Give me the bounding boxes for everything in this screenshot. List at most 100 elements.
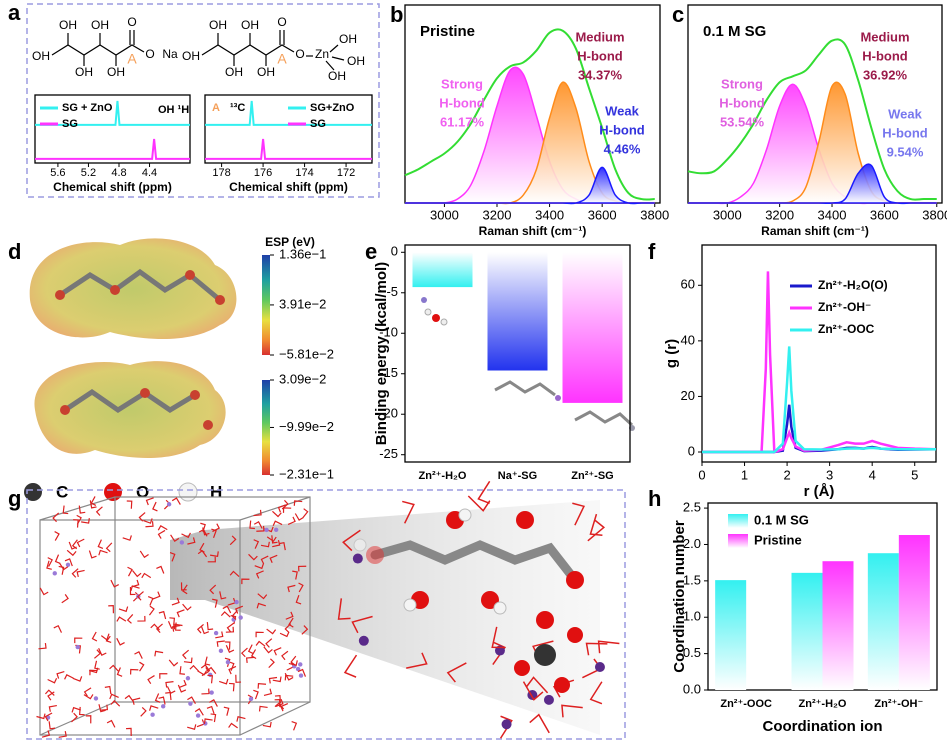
water: [149, 705, 159, 711]
water: [207, 556, 216, 563]
water: [74, 637, 83, 644]
x-tick-label: 3400: [818, 207, 847, 222]
water: [110, 700, 121, 707]
atom-label: OH: [182, 49, 200, 63]
water: [155, 623, 163, 634]
atom-label: Zn: [315, 47, 329, 61]
annotation: H-bond: [599, 122, 645, 137]
ion: [298, 662, 303, 667]
legend-label: SG+ZnO: [310, 102, 355, 114]
water: [72, 676, 83, 682]
water: [288, 660, 298, 666]
water: [152, 591, 161, 600]
water: [269, 554, 278, 564]
y-tick-label: 2.5: [683, 500, 701, 515]
water: [182, 603, 192, 611]
x-tick-label: 3200: [483, 207, 512, 222]
atom-label: Na: [162, 47, 178, 61]
water: [272, 539, 281, 548]
water: [154, 650, 164, 657]
water: [253, 521, 263, 529]
water: [78, 706, 85, 716]
plot-frame: [34, 94, 191, 164]
ion: [543, 694, 554, 705]
annotation: 61.17%: [440, 114, 485, 129]
bar: [898, 535, 930, 690]
atom-label: A: [127, 51, 137, 67]
water: [177, 684, 187, 693]
water: [183, 657, 193, 664]
water: [292, 570, 298, 580]
y-tick-label: 2.0: [683, 536, 701, 551]
x-tick-label: 1: [741, 467, 748, 482]
water: [207, 674, 214, 684]
x-tick-label: Zn²⁺-H₂O: [419, 470, 467, 482]
water: [83, 687, 92, 697]
bar: [867, 553, 899, 690]
water: [109, 664, 119, 672]
water: [131, 579, 140, 588]
water: [529, 713, 550, 734]
colorbar-title: ESP (eV): [265, 235, 315, 249]
water: [256, 525, 265, 532]
water: [95, 506, 103, 516]
water: [98, 648, 107, 656]
water: [171, 497, 181, 505]
water: [179, 666, 186, 675]
rdf-line: [702, 346, 936, 454]
y-tick-label: -5: [386, 284, 398, 299]
water: [100, 635, 111, 642]
annotation: Medium: [860, 29, 909, 44]
x-axis-label: Chemical shift (ppm): [229, 180, 348, 194]
annotation: H-bond: [862, 48, 908, 63]
water: [98, 704, 106, 713]
ion: [264, 527, 269, 533]
water: [109, 693, 119, 700]
water: [240, 647, 248, 658]
plot-frame: [701, 244, 937, 463]
water: [561, 704, 583, 718]
water: [116, 667, 123, 677]
water: [171, 597, 180, 606]
ion: [75, 644, 80, 650]
envelope-line: [687, 38, 937, 201]
water: [229, 535, 237, 546]
water: [219, 678, 229, 685]
water: [71, 712, 78, 723]
component-area: [405, 166, 655, 205]
water: [94, 649, 102, 659]
water: [298, 565, 307, 572]
bar: [822, 561, 854, 690]
water: [158, 696, 166, 705]
zoom-molecule: [353, 508, 584, 693]
plot-frame: [404, 244, 631, 463]
panel-label: a: [8, 0, 21, 25]
water: [219, 591, 227, 600]
water: [89, 500, 97, 509]
annotation: H-bond: [882, 125, 928, 140]
water: [46, 560, 52, 570]
water: [273, 647, 282, 656]
water: [587, 519, 606, 542]
annotation: 34.37%: [578, 67, 623, 82]
water: [182, 584, 188, 595]
water: [76, 538, 85, 548]
atom-label: O: [277, 15, 286, 29]
water: [116, 637, 125, 646]
water: [85, 715, 92, 724]
colorbar-tick-label: −2.31e−1: [279, 466, 334, 481]
atom-label: A: [277, 51, 287, 67]
water: [224, 641, 231, 650]
water: [159, 673, 168, 679]
atom-swatch: [104, 483, 122, 501]
water: [282, 507, 292, 513]
ion: [52, 571, 57, 576]
y-tick-label: 40: [681, 332, 695, 347]
water: [215, 631, 224, 639]
water: [47, 677, 58, 684]
bar: [487, 252, 548, 371]
x-tick-label: 3000: [713, 207, 742, 222]
water: [187, 696, 196, 705]
legend-label: Zn²⁺-OOC: [818, 322, 875, 336]
atom-label: O: [295, 47, 304, 61]
